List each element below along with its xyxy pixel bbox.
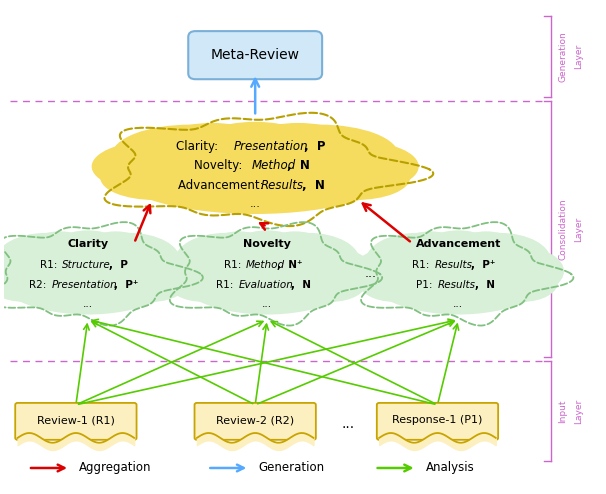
Ellipse shape: [241, 124, 399, 186]
Text: ,  N⁺: , N⁺: [278, 259, 303, 270]
Text: P1:: P1:: [416, 280, 435, 290]
Text: Structure: Structure: [62, 259, 111, 270]
Text: Response-1 (P1): Response-1 (P1): [392, 415, 482, 425]
Ellipse shape: [486, 248, 564, 294]
Text: ...: ...: [365, 267, 376, 280]
Text: R1:: R1:: [216, 280, 237, 290]
Text: ...: ...: [83, 299, 93, 309]
Text: Meta-Review: Meta-Review: [211, 48, 300, 62]
FancyBboxPatch shape: [377, 403, 498, 440]
Text: ,  N: , N: [291, 280, 311, 290]
Text: ...: ...: [250, 199, 261, 209]
Ellipse shape: [488, 261, 559, 302]
Ellipse shape: [118, 261, 188, 302]
Ellipse shape: [358, 261, 429, 302]
Ellipse shape: [301, 155, 410, 200]
Ellipse shape: [0, 233, 97, 289]
Text: Presentation: Presentation: [52, 280, 117, 290]
Text: Generation: Generation: [258, 461, 324, 474]
Ellipse shape: [353, 248, 431, 294]
Text: Method: Method: [246, 259, 285, 270]
Ellipse shape: [238, 123, 359, 176]
Text: Evaluation: Evaluation: [239, 280, 294, 290]
Text: Results: Results: [435, 259, 473, 270]
Ellipse shape: [295, 248, 373, 294]
Text: ...: ...: [262, 299, 272, 309]
Ellipse shape: [100, 155, 209, 200]
Text: ,  P: , P: [109, 259, 128, 270]
Text: ,  P⁺: , P⁺: [114, 280, 138, 290]
Ellipse shape: [447, 231, 525, 280]
Ellipse shape: [366, 233, 468, 289]
Ellipse shape: [258, 233, 360, 289]
Ellipse shape: [112, 124, 399, 214]
Ellipse shape: [162, 248, 239, 294]
Ellipse shape: [449, 233, 551, 289]
Text: R2:: R2:: [28, 280, 49, 290]
Ellipse shape: [175, 233, 276, 289]
Text: Novelty: Novelty: [243, 239, 291, 249]
Text: Clarity:: Clarity:: [176, 140, 222, 153]
FancyBboxPatch shape: [195, 403, 316, 440]
Text: Generation: Generation: [558, 32, 567, 82]
Text: Aggregation: Aggregation: [79, 461, 152, 474]
Text: Consolidation: Consolidation: [558, 199, 567, 260]
Ellipse shape: [79, 233, 181, 289]
Text: Advancement: Advancement: [416, 239, 501, 249]
Ellipse shape: [21, 231, 99, 280]
Ellipse shape: [116, 248, 193, 294]
Text: Review-2 (R2): Review-2 (R2): [216, 415, 295, 425]
Ellipse shape: [297, 261, 367, 302]
Text: Clarity: Clarity: [67, 239, 108, 249]
Ellipse shape: [366, 233, 551, 315]
Ellipse shape: [225, 230, 309, 282]
Ellipse shape: [201, 231, 278, 280]
Text: Results: Results: [261, 179, 304, 192]
Text: ,  N: , N: [287, 160, 310, 172]
Text: ...: ...: [341, 417, 355, 431]
Ellipse shape: [175, 233, 360, 315]
FancyBboxPatch shape: [188, 31, 322, 79]
Text: Results: Results: [438, 280, 476, 290]
Ellipse shape: [112, 124, 270, 186]
Ellipse shape: [167, 261, 238, 302]
Text: ,  N: , N: [302, 179, 325, 192]
Ellipse shape: [92, 141, 212, 192]
Ellipse shape: [0, 261, 58, 302]
Ellipse shape: [191, 122, 320, 178]
Text: R1:: R1:: [40, 259, 61, 270]
Ellipse shape: [152, 123, 273, 176]
Ellipse shape: [0, 233, 181, 315]
Ellipse shape: [298, 141, 419, 192]
Text: ,  N: , N: [474, 280, 494, 290]
FancyBboxPatch shape: [15, 403, 136, 440]
Text: ...: ...: [453, 299, 464, 309]
Text: Advancement:: Advancement:: [178, 179, 267, 192]
Text: Input: Input: [558, 399, 567, 423]
Ellipse shape: [46, 230, 130, 282]
Text: R1:: R1:: [412, 259, 433, 270]
Ellipse shape: [391, 231, 470, 280]
Text: Presentation: Presentation: [233, 140, 308, 153]
Text: Analysis: Analysis: [425, 461, 474, 474]
Text: Layer: Layer: [574, 44, 583, 70]
Ellipse shape: [256, 231, 334, 280]
Text: R1:: R1:: [224, 259, 244, 270]
Text: Method: Method: [251, 160, 296, 172]
Text: Review-1 (R1): Review-1 (R1): [37, 415, 115, 425]
Ellipse shape: [417, 230, 500, 282]
Text: Layer: Layer: [574, 398, 583, 423]
Text: Layer: Layer: [574, 217, 583, 242]
Text: ,  P: , P: [304, 140, 325, 153]
Text: ,  P⁺: , P⁺: [471, 259, 496, 270]
Ellipse shape: [0, 248, 60, 294]
Text: Novelty:: Novelty:: [193, 160, 245, 172]
Ellipse shape: [77, 231, 155, 280]
